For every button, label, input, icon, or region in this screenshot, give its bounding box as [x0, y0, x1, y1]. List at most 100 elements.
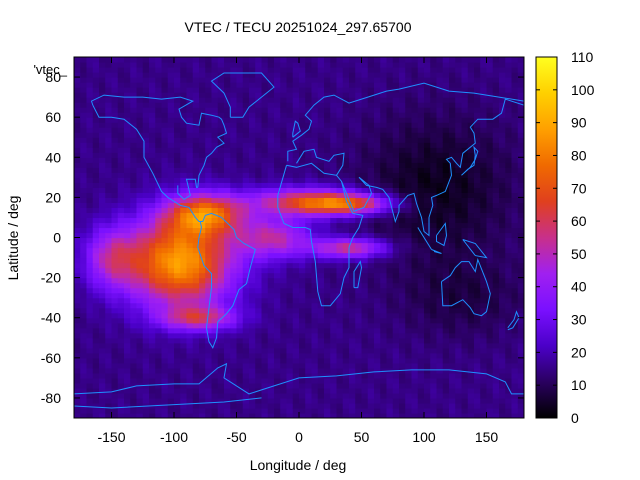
heatmap-cell	[230, 282, 238, 289]
heatmap-cell	[124, 102, 131, 108]
heatmap-cell	[217, 117, 225, 123]
heatmap-cell	[217, 312, 225, 319]
heatmap-cell	[355, 227, 363, 234]
heatmap-cell	[355, 207, 363, 214]
heatmap-cell	[299, 312, 306, 319]
heatmap-cell	[117, 212, 125, 219]
heatmap-cell	[317, 127, 325, 133]
heatmap-cell	[480, 192, 488, 198]
heatmap-cell	[249, 277, 256, 284]
heatmap-cell	[261, 82, 269, 88]
heatmap-cell	[117, 187, 125, 193]
heatmap-cell	[174, 307, 181, 314]
heatmap-cell	[180, 132, 188, 138]
heatmap-cell	[105, 222, 113, 229]
heatmap-cell	[461, 137, 469, 143]
heatmap-cell	[142, 167, 150, 173]
heatmap-cell	[436, 117, 444, 123]
heatmap-cell	[436, 202, 444, 209]
heatmap-cell	[267, 327, 275, 334]
heatmap-cell	[217, 157, 225, 163]
heatmap-cell	[374, 322, 381, 329]
heatmap-cell	[142, 172, 150, 178]
heatmap-cell	[236, 132, 244, 138]
heatmap-cell	[161, 142, 169, 148]
heatmap-cell	[267, 122, 275, 128]
heatmap-cell	[461, 352, 469, 359]
heatmap-cell	[392, 242, 400, 249]
heatmap-cell	[336, 312, 344, 319]
heatmap-cell	[436, 72, 444, 78]
heatmap-cell	[292, 82, 300, 88]
heatmap-cell	[186, 152, 194, 158]
heatmap-cell	[305, 117, 313, 123]
heatmap-cell	[330, 112, 338, 118]
heatmap-cell	[442, 402, 450, 409]
heatmap-cell	[217, 347, 225, 354]
heatmap-cell	[99, 327, 106, 334]
heatmap-cell	[424, 292, 431, 299]
heatmap-cell	[267, 77, 275, 83]
heatmap-cell	[149, 357, 156, 364]
heatmap-cell	[255, 372, 263, 379]
heatmap-cell	[230, 197, 238, 203]
heatmap-cell	[474, 252, 481, 259]
heatmap-cell	[286, 397, 294, 404]
heatmap-cell	[192, 367, 200, 374]
heatmap-cell	[199, 57, 206, 63]
heatmap-cell	[142, 262, 150, 269]
heatmap-cell	[286, 72, 294, 78]
heatmap-cell	[355, 107, 363, 113]
heatmap-cell	[286, 127, 294, 133]
heatmap-cell	[292, 352, 300, 359]
heatmap-cell	[417, 252, 425, 259]
heatmap-cell	[374, 367, 381, 374]
heatmap-cell	[136, 272, 144, 279]
heatmap-cell	[411, 282, 419, 289]
heatmap-cell	[399, 307, 406, 314]
heatmap-cell	[280, 177, 288, 183]
heatmap-cell	[480, 187, 488, 193]
heatmap-cell	[355, 377, 363, 384]
heatmap-cell	[330, 282, 338, 289]
heatmap-cell	[130, 412, 138, 418]
heatmap-cell	[174, 137, 181, 143]
heatmap-cell	[192, 167, 200, 173]
heatmap-cell	[99, 187, 106, 193]
heatmap-cell	[199, 237, 206, 244]
heatmap-cell	[467, 167, 475, 173]
heatmap-cell	[155, 377, 163, 384]
heatmap-cell	[124, 317, 131, 324]
heatmap-cell	[242, 327, 250, 334]
heatmap-cell	[267, 397, 275, 404]
heatmap-cell	[180, 127, 188, 133]
heatmap-cell	[324, 312, 331, 319]
heatmap-cell	[186, 157, 194, 163]
heatmap-cell	[261, 212, 269, 219]
heatmap-cell	[117, 342, 125, 349]
heatmap-cell	[117, 392, 125, 399]
heatmap-cell	[211, 167, 219, 173]
heatmap-cell	[230, 207, 238, 214]
heatmap-cell	[367, 397, 375, 404]
heatmap-cell	[274, 402, 281, 409]
heatmap-cell	[355, 267, 363, 274]
heatmap-cell	[74, 97, 81, 103]
heatmap-cell	[499, 57, 506, 63]
heatmap-cell	[224, 157, 231, 163]
heatmap-cell	[317, 352, 325, 359]
heatmap-cell	[474, 292, 481, 299]
heatmap-cell	[286, 157, 294, 163]
heatmap-cell	[174, 172, 181, 178]
heatmap-cell	[105, 267, 113, 274]
heatmap-cell	[249, 412, 256, 418]
heatmap-cell	[392, 337, 400, 344]
heatmap-cell	[249, 352, 256, 359]
heatmap-cell	[111, 82, 119, 88]
heatmap-cell	[249, 97, 256, 103]
heatmap-cell	[230, 82, 238, 88]
heatmap-cell	[480, 57, 488, 63]
heatmap-cell	[486, 237, 494, 244]
heatmap-cell	[211, 337, 219, 344]
heatmap-cell	[480, 307, 488, 314]
